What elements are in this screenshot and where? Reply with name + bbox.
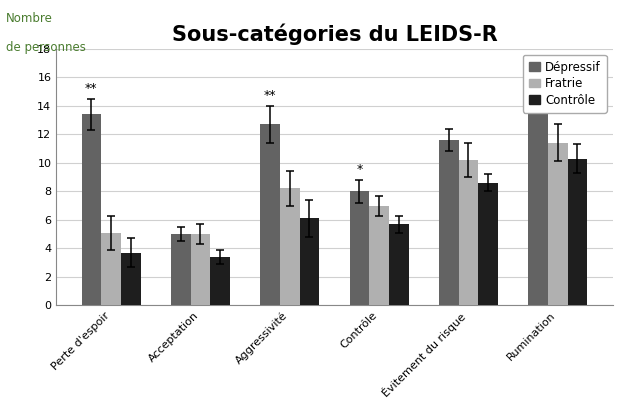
Bar bbox=[548, 143, 568, 305]
Title: Sous-catégories du LEIDS-R: Sous-catégories du LEIDS-R bbox=[171, 23, 498, 44]
Bar bbox=[389, 224, 409, 305]
Bar bbox=[349, 191, 369, 305]
Bar bbox=[210, 257, 230, 305]
Bar bbox=[171, 234, 191, 305]
Bar bbox=[191, 234, 210, 305]
Bar bbox=[299, 218, 319, 305]
Bar bbox=[81, 114, 101, 305]
Bar bbox=[439, 140, 459, 305]
Text: Nombre: Nombre bbox=[6, 12, 53, 25]
Bar bbox=[121, 252, 141, 305]
Text: *: * bbox=[356, 163, 362, 176]
Bar bbox=[568, 158, 588, 305]
Text: de personnes: de personnes bbox=[6, 41, 86, 54]
Bar bbox=[478, 183, 498, 305]
Bar bbox=[459, 160, 478, 305]
Bar bbox=[280, 188, 299, 305]
Bar bbox=[528, 87, 548, 305]
Bar bbox=[369, 206, 389, 305]
Text: **: ** bbox=[85, 82, 98, 95]
Bar bbox=[101, 233, 121, 305]
Text: **: ** bbox=[532, 58, 544, 71]
Bar bbox=[260, 125, 280, 305]
Legend: Dépressif, Fratrie, Contrôle: Dépressif, Fratrie, Contrôle bbox=[522, 55, 607, 113]
Text: **: ** bbox=[264, 89, 276, 102]
